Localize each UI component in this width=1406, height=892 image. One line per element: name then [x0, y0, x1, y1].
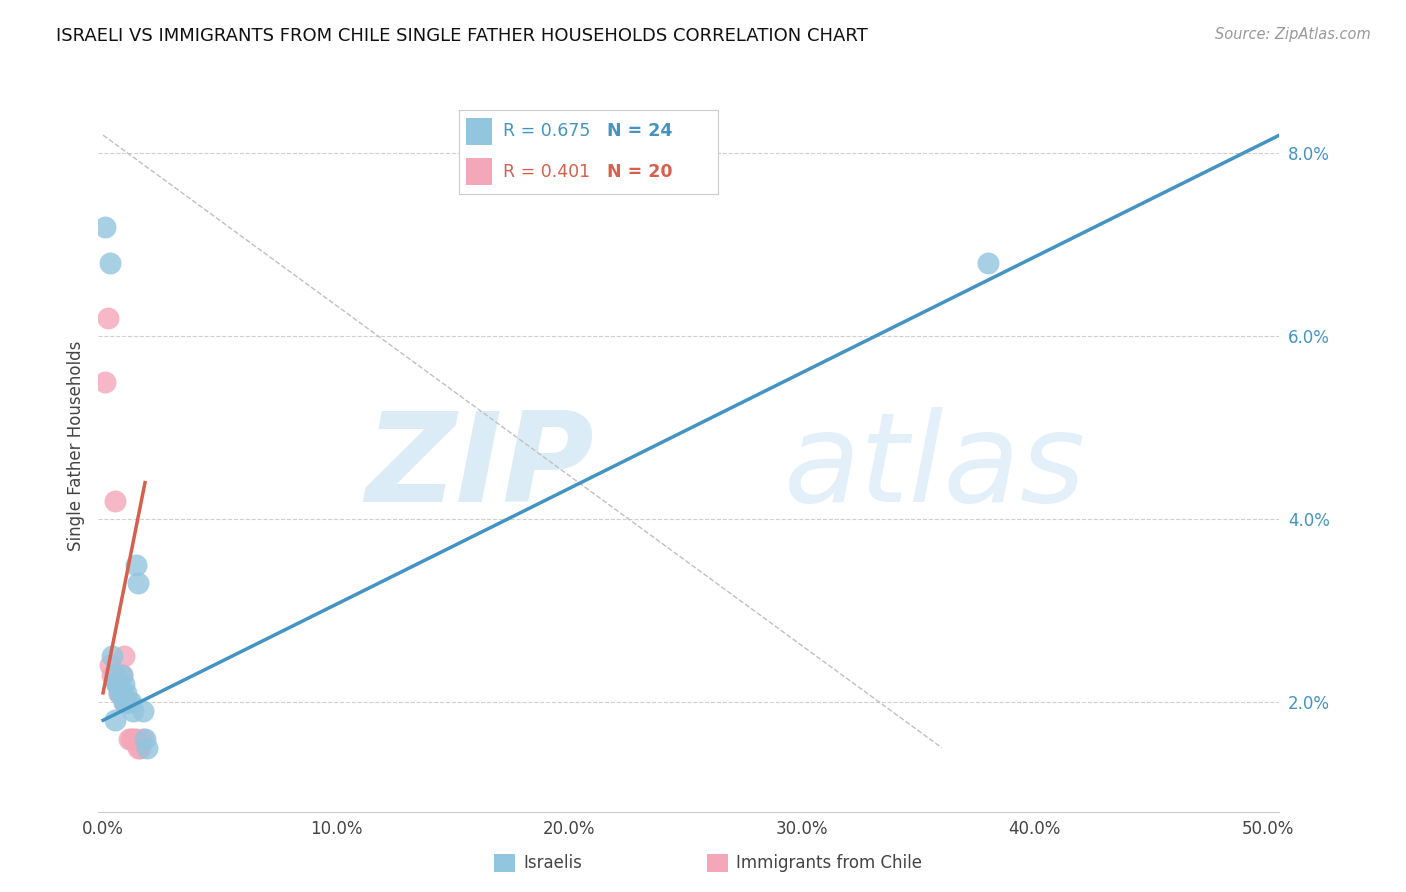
Text: ZIP: ZIP	[366, 408, 595, 528]
Point	[131, 731, 153, 746]
Point	[120, 731, 142, 746]
Point	[104, 714, 127, 728]
Point	[98, 658, 121, 673]
Point	[108, 686, 131, 700]
Text: Israelis: Israelis	[523, 854, 582, 871]
Point	[112, 695, 135, 709]
Point	[127, 576, 149, 591]
Point	[125, 558, 148, 572]
Point	[127, 740, 149, 755]
Point	[94, 219, 117, 234]
Text: atlas: atlas	[783, 408, 1085, 528]
FancyBboxPatch shape	[494, 855, 516, 872]
Point	[101, 649, 124, 664]
Text: ISRAELI VS IMMIGRANTS FROM CHILE SINGLE FATHER HOUSEHOLDS CORRELATION CHART: ISRAELI VS IMMIGRANTS FROM CHILE SINGLE …	[56, 27, 868, 45]
Point	[98, 256, 121, 270]
Point	[108, 676, 131, 690]
Point	[129, 740, 152, 755]
Point	[105, 676, 128, 690]
Point	[977, 256, 1000, 270]
Point	[115, 686, 138, 700]
Point	[112, 695, 135, 709]
Point	[104, 493, 127, 508]
Point	[97, 310, 120, 325]
Point	[111, 686, 134, 700]
Y-axis label: Single Father Households: Single Father Households	[66, 341, 84, 551]
Point	[108, 686, 131, 700]
Point	[136, 740, 159, 755]
Point	[105, 676, 128, 690]
Point	[111, 686, 134, 700]
Point	[120, 695, 142, 709]
Point	[131, 704, 153, 718]
FancyBboxPatch shape	[707, 855, 728, 872]
Point	[112, 649, 135, 664]
Point	[105, 676, 128, 690]
Point	[94, 375, 117, 389]
Point	[122, 731, 145, 746]
Text: Immigrants from Chile: Immigrants from Chile	[737, 854, 922, 871]
Point	[118, 731, 141, 746]
Point	[111, 667, 134, 681]
Point	[115, 695, 138, 709]
Point	[122, 704, 145, 718]
Point	[118, 695, 141, 709]
Point	[134, 731, 156, 746]
Point	[115, 695, 138, 709]
Text: Source: ZipAtlas.com: Source: ZipAtlas.com	[1215, 27, 1371, 42]
Point	[101, 667, 124, 681]
Point	[125, 731, 148, 746]
Point	[111, 667, 134, 681]
Point	[105, 676, 128, 690]
Point	[112, 676, 135, 690]
Point	[104, 667, 127, 681]
